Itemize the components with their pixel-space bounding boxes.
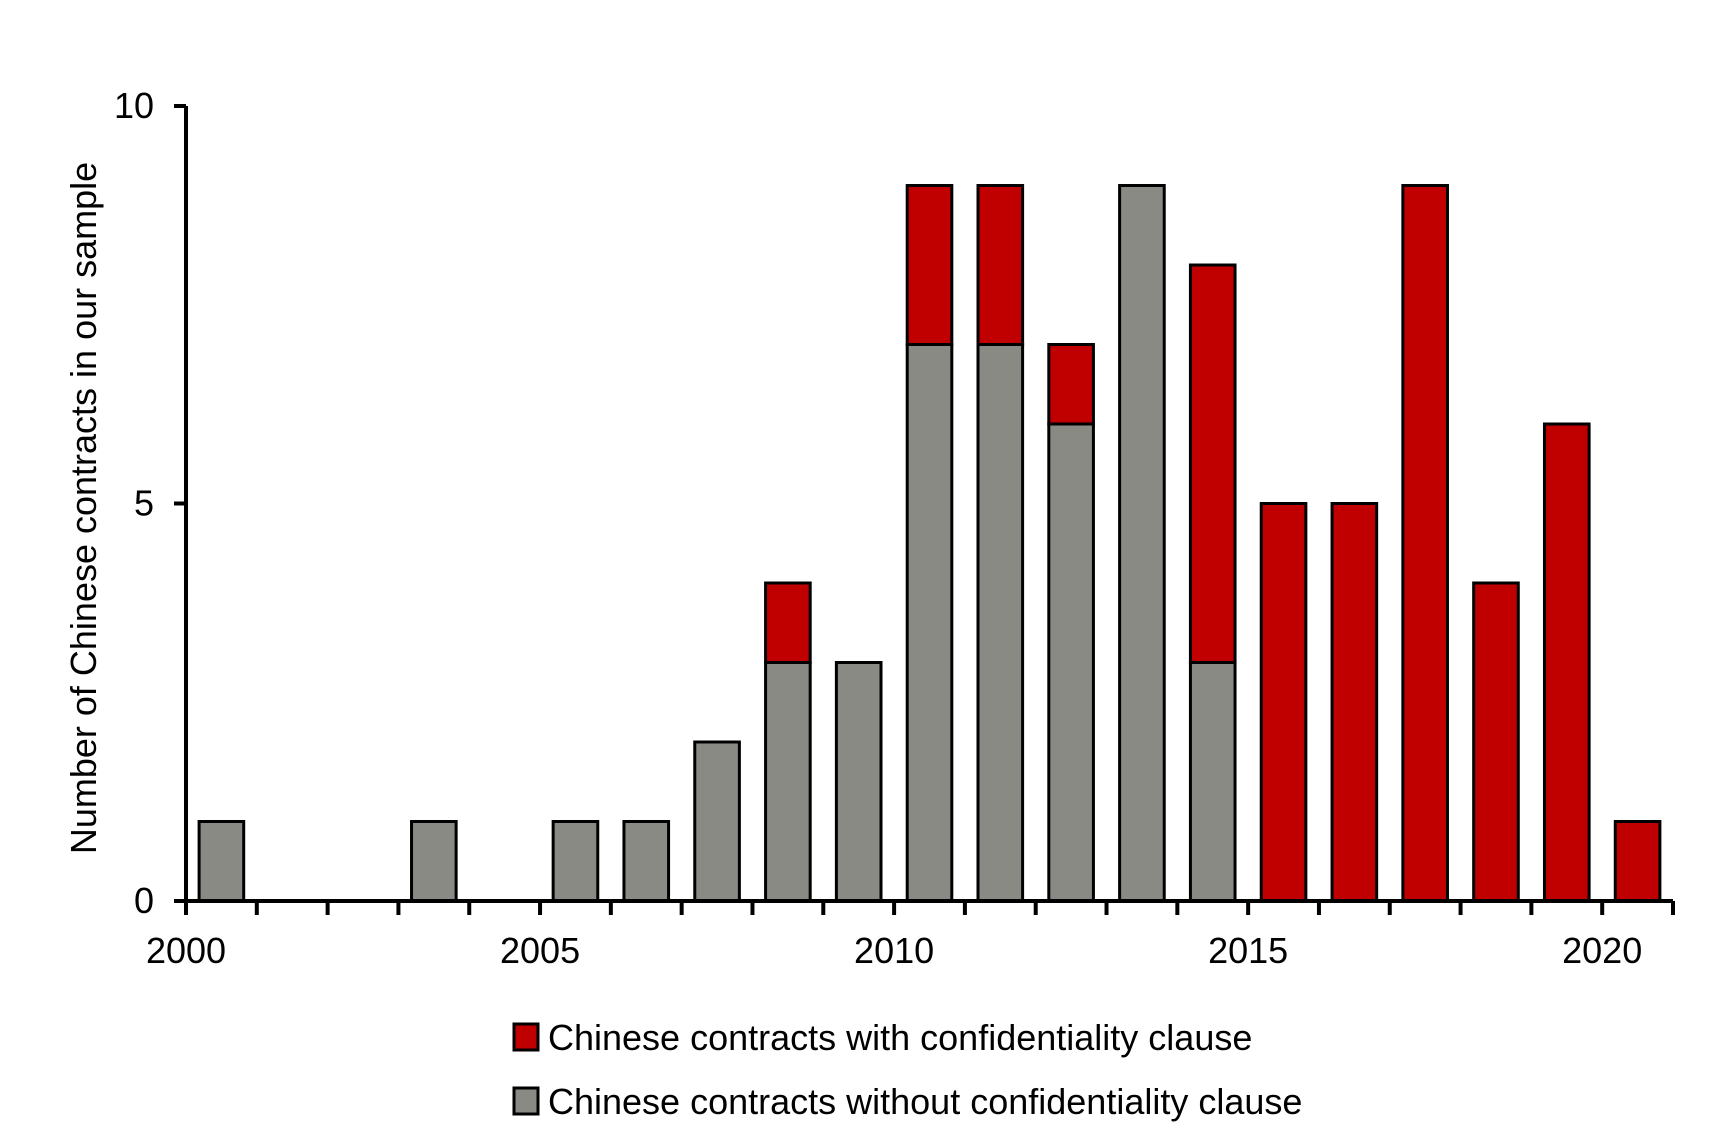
bar-2008-series-0 <box>764 661 812 903</box>
bar-2013-series-0 <box>1118 184 1166 903</box>
bars-layer <box>197 184 1662 903</box>
bar-2011-series-1 <box>976 184 1025 346</box>
bar-2003-series-0 <box>410 820 458 903</box>
bar-2008-series-1 <box>764 581 812 664</box>
y-tick-label-0: 0 <box>134 880 154 921</box>
bar-2015-series-1 <box>1259 502 1308 903</box>
legend-swatch-1 <box>512 1022 540 1052</box>
bar-2017-series-1 <box>1401 184 1449 903</box>
bar-2007-series-0 <box>693 740 741 903</box>
legend: Chinese contracts with confidentiality c… <box>512 1017 1302 1122</box>
x-tick-label-2000: 2000 <box>146 930 226 971</box>
legend-swatch-0 <box>512 1086 540 1116</box>
legend-label-1: Chinese contracts with confidentiality c… <box>548 1017 1252 1058</box>
bar-2018-series-1 <box>1472 581 1520 903</box>
bar-2006-series-0 <box>622 820 671 903</box>
bar-2014-series-0 <box>1188 661 1237 903</box>
bar-2020-series-1 <box>1613 820 1662 903</box>
bar-2012-series-0 <box>1047 422 1095 903</box>
legend-label-0: Chinese contracts without confidentialit… <box>548 1081 1302 1122</box>
y-axis-title: Number of Chinese contracts in our sampl… <box>63 162 104 854</box>
x-tick-label-2010: 2010 <box>854 930 934 971</box>
x-ticks: 2000 2005 2010 2015 2020 <box>146 901 1675 971</box>
y-ticks: 0 5 10 <box>114 85 186 921</box>
bar-2016-series-1 <box>1330 502 1379 903</box>
bar-2014-series-1 <box>1188 263 1237 664</box>
bar-2012-series-1 <box>1047 343 1095 426</box>
x-tick-label-2005: 2005 <box>500 930 580 971</box>
x-tick-label-2020: 2020 <box>1562 930 1642 971</box>
bar-2005-series-0 <box>551 820 600 903</box>
bar-2019-series-1 <box>1542 422 1591 903</box>
bar-2010-series-1 <box>905 184 954 346</box>
y-tick-label-5: 5 <box>134 483 154 524</box>
x-tick-label-2015: 2015 <box>1208 930 1288 971</box>
bar-2010-series-0 <box>905 343 954 903</box>
bar-2000-series-0 <box>197 820 246 903</box>
bar-2009-series-0 <box>834 661 883 903</box>
bar-2011-series-0 <box>976 343 1025 903</box>
y-tick-label-10: 10 <box>114 85 154 126</box>
